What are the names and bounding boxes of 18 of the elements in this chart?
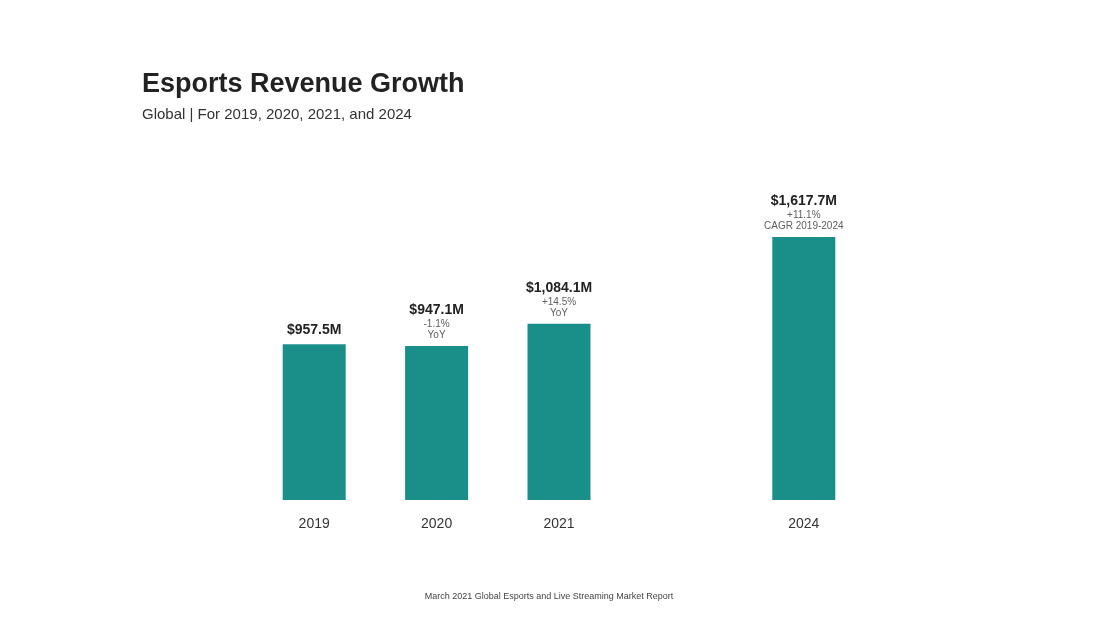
bar bbox=[527, 323, 591, 500]
text: March 2021 Global Esports and Live Streaming Market Report bbox=[424, 590, 674, 601]
x-tick-label: 2020 bbox=[421, 515, 453, 531]
data-label: $1,617.7M bbox=[770, 191, 837, 208]
bar bbox=[772, 236, 836, 500]
annotation: -1.1% YoY bbox=[423, 317, 450, 340]
data-label: $1,084.1M bbox=[525, 278, 593, 295]
chart-subtitle: Global | For 2019, 2020, 2021, and 2024 bbox=[142, 105, 412, 122]
x-tick-label: 2019 bbox=[298, 515, 330, 531]
chart-title: Esports Revenue Growth bbox=[142, 67, 465, 98]
annotation: +14.5% YoY bbox=[541, 295, 577, 318]
data-label: $957.5M bbox=[286, 321, 342, 338]
x-tick-label: 2021 bbox=[543, 515, 575, 531]
bar bbox=[282, 344, 346, 500]
annotation: +11.1% CAGR 2019-2024 bbox=[764, 208, 844, 231]
x-tick-label: 2024 bbox=[788, 515, 820, 531]
data-label: $947.1M bbox=[409, 300, 464, 317]
bar bbox=[405, 345, 469, 500]
